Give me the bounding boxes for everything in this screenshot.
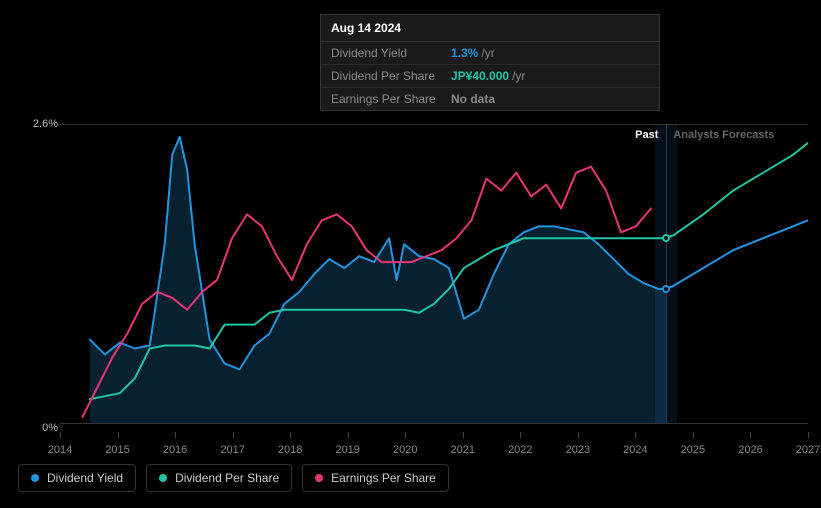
x-axis-tick: 2023 [566, 444, 590, 456]
x-axis-tick: 2024 [623, 444, 647, 456]
legend: Dividend Yield Dividend Per Share Earnings… [18, 464, 449, 492]
chart-container: 2.6% 0% Past Analysts Forecasts 20142015… [18, 108, 808, 440]
x-axis-tick: 2027 [796, 444, 820, 456]
tooltip-row: Dividend Yield1.3%/yr [321, 42, 659, 65]
tooltip-row-label: Dividend Per Share [331, 69, 451, 83]
tooltip-row-label: Dividend Yield [331, 46, 451, 60]
x-axis-tick: 2017 [220, 444, 244, 456]
legend-dot-icon [315, 474, 323, 482]
legend-label: Dividend Yield [47, 471, 123, 485]
region-label-past: Past [635, 129, 658, 141]
tooltip-date: Aug 14 2024 [321, 15, 659, 42]
tooltip-row-value: JP¥40.000/yr [451, 69, 525, 83]
tooltip-row-value: No data [451, 92, 495, 106]
legend-label: Dividend Per Share [175, 471, 279, 485]
tooltip-row-label: Earnings Per Share [331, 92, 451, 106]
legend-dot-icon [159, 474, 167, 482]
x-axis-tick: 2022 [508, 444, 532, 456]
legend-item[interactable]: Earnings Per Share [302, 464, 449, 492]
tooltip-row: Dividend Per ShareJP¥40.000/yr [321, 65, 659, 88]
x-axis-tick: 2019 [335, 444, 359, 456]
plot-area[interactable]: Past Analysts Forecasts [60, 124, 808, 424]
x-axis-tick: 2020 [393, 444, 417, 456]
x-axis-tick: 2018 [278, 444, 302, 456]
series-fill [90, 137, 666, 423]
legend-item[interactable]: Dividend Per Share [146, 464, 292, 492]
chart-tooltip: Aug 14 2024 Dividend Yield1.3%/yrDividen… [320, 14, 660, 111]
tooltip-rows: Dividend Yield1.3%/yrDividend Per ShareJ… [321, 42, 659, 110]
legend-label: Earnings Per Share [331, 471, 436, 485]
series-marker [662, 234, 670, 242]
x-axis-tick: 2015 [105, 444, 129, 456]
x-axis-tick: 2016 [163, 444, 187, 456]
x-axis-tick: 2025 [681, 444, 705, 456]
series-marker [662, 285, 670, 293]
legend-dot-icon [31, 474, 39, 482]
legend-item[interactable]: Dividend Yield [18, 464, 136, 492]
x-axis-tick: 2026 [738, 444, 762, 456]
region-label-forecast: Analysts Forecasts [673, 129, 774, 141]
x-axis: 2014 2015 2016 2017 2018 2019 2020 2021 2022 2023… [18, 444, 808, 464]
x-axis-tick: 2021 [451, 444, 475, 456]
y-axis-max: 2.6% [33, 118, 58, 130]
chart-svg [60, 125, 808, 423]
y-axis-min: 0% [42, 422, 58, 434]
tooltip-row-value: 1.3%/yr [451, 46, 495, 60]
tooltip-row: Earnings Per ShareNo data [321, 88, 659, 110]
x-axis-tick: 2014 [48, 444, 72, 456]
